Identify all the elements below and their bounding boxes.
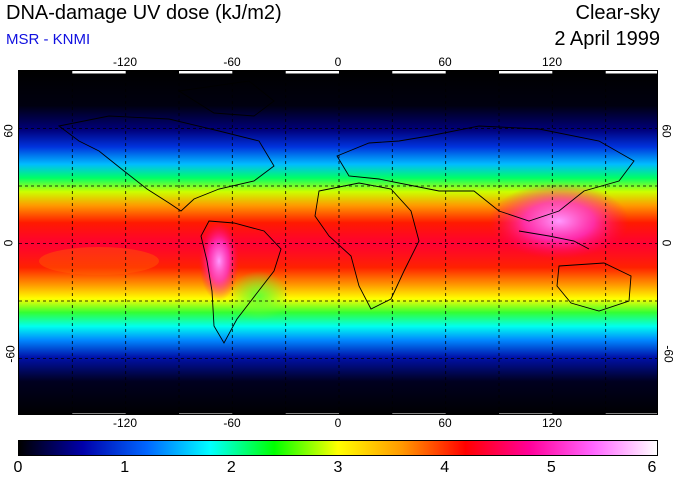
map-date: 2 April 1999 xyxy=(554,28,660,50)
north-america-coast xyxy=(57,115,275,212)
lon-tick-top: -60 xyxy=(223,55,241,69)
lat-tick-right: 0 xyxy=(659,239,674,247)
lon-tick-bottom: -60 xyxy=(223,416,241,430)
uv-band-east-pacific xyxy=(39,247,159,275)
uv-minimum-south-america xyxy=(229,271,289,321)
uv-dose-map xyxy=(18,70,658,415)
colorbar-tick: 0 xyxy=(13,459,23,476)
lon-tick-top: -120 xyxy=(112,55,138,69)
lat-tick-left: 60 xyxy=(1,124,16,138)
lon-tick-top: 0 xyxy=(334,55,342,69)
map-source: MSR - KNMI xyxy=(6,31,91,48)
colorbar-tick: 5 xyxy=(546,459,556,476)
lon-tick-bottom: 60 xyxy=(438,416,452,430)
lon-tick-bottom: 120 xyxy=(541,416,563,430)
uv-maximum-andes xyxy=(199,221,239,301)
map-title: DNA-damage UV dose (kJ/m2) xyxy=(6,2,282,24)
colorbar xyxy=(18,440,658,456)
colorbar-tick: 3 xyxy=(333,459,343,476)
greenland-coast xyxy=(177,80,275,117)
lon-tick-top: 60 xyxy=(438,55,452,69)
coastlines xyxy=(57,80,635,344)
colorbar-tick: 2 xyxy=(226,459,236,476)
south-america-coast xyxy=(200,220,282,344)
graticule xyxy=(19,71,657,414)
lat-tick-right: -60 xyxy=(661,345,676,363)
colorbar-tick: 6 xyxy=(647,459,657,476)
lat-tick-left: 0 xyxy=(1,239,16,247)
colorbar-tick: 1 xyxy=(120,459,130,476)
lat-tick-right: 60 xyxy=(659,124,674,138)
lon-tick-bottom: 0 xyxy=(334,416,342,430)
lon-tick-bottom: -120 xyxy=(112,416,138,430)
eurasia-coast xyxy=(336,125,635,222)
uv-field-svg xyxy=(19,71,657,414)
australia-coast xyxy=(556,262,632,312)
africa-coast xyxy=(314,182,420,310)
frame-ticks xyxy=(72,71,657,414)
colorbar-tick: 4 xyxy=(440,459,450,476)
uv-maximum-west-pacific xyxy=(489,183,629,259)
lon-tick-top: 120 xyxy=(541,55,563,69)
sky-condition: Clear-sky xyxy=(575,2,660,24)
lat-tick-left: -60 xyxy=(3,345,18,363)
indonesia-coast xyxy=(518,230,590,250)
